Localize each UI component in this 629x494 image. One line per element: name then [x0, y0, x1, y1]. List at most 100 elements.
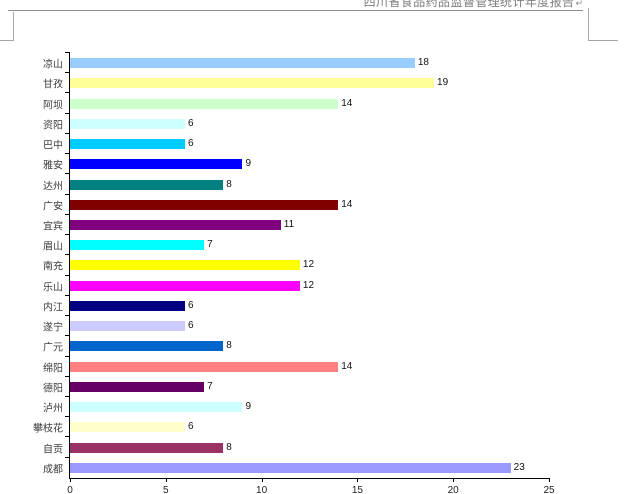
category-label: 德阳 [43, 383, 63, 395]
paragraph-mark-icon: ↵ [575, 0, 583, 8]
category-axis-tick [65, 193, 70, 195]
category-label: 宜宾 [43, 221, 63, 233]
category-label: 雅安 [43, 160, 63, 172]
value-label: 23 [513, 461, 525, 473]
x-axis-tick [453, 478, 455, 482]
category-axis-tick [65, 153, 70, 155]
bar-雅安 [70, 159, 243, 170]
bar-广元 [70, 341, 224, 352]
chart-row: 巴中 6 [43, 132, 549, 154]
chart-row: 内江 6 [43, 294, 549, 316]
category-label: 甘孜 [43, 79, 63, 91]
category-axis-tick [65, 173, 70, 175]
x-axis-tick [165, 478, 167, 482]
category-label: 达州 [43, 181, 63, 193]
category-label: 阿坝 [43, 100, 63, 112]
crop-mark-top-right-icon [588, 8, 618, 41]
value-label: 12 [302, 279, 315, 291]
crop-mark-top-left-icon [0, 12, 14, 41]
header-rule [8, 10, 583, 11]
chart-row: 南充 12 [43, 254, 549, 275]
plot-area: 凉山 18 甘孜 19 阿坝 14 资阳 6 巴中 6 雅安 9 达州 8 广安 14 宜宾 11 眉山 7 南充 12 乐… [33, 52, 549, 478]
bar-达州 [70, 179, 224, 190]
category-axis-tick [65, 416, 70, 418]
category-axis-tick [65, 254, 70, 256]
value-label: 9 [245, 158, 251, 170]
bar-南充 [70, 260, 300, 271]
value-label: 7 [207, 380, 213, 392]
x-axis-tick-label: 10 [256, 485, 268, 494]
category-axis-tick [65, 456, 70, 458]
category-axis-tick [65, 294, 70, 296]
category-label: 乐山 [43, 282, 63, 294]
chart-row: 德阳 7 [43, 375, 549, 397]
header-title: 四川省食品药品监督管理统计年度报告 [363, 0, 575, 9]
bar-chart[interactable]: 凉山 18 甘孜 19 阿坝 14 资阳 6 巴中 6 雅安 9 达州 8 广安 14 宜宾 11 眉山 7 南充 12 乐… [33, 52, 555, 494]
category-label: 自贡 [43, 444, 63, 456]
chart-row: 凉山 18 [43, 52, 549, 73]
value-label: 9 [245, 401, 251, 413]
bar-宜宾 [70, 219, 281, 230]
category-axis-tick [65, 274, 70, 276]
value-label: 11 [283, 218, 295, 230]
value-label: 6 [187, 421, 194, 433]
x-axis-tick-label: 0 [67, 485, 73, 494]
chart-row: 达州 8 [43, 173, 549, 194]
value-label: 8 [226, 340, 232, 352]
category-axis-tick [65, 436, 70, 438]
value-label: 6 [187, 117, 194, 129]
category-label: 广安 [43, 201, 63, 213]
value-label: 6 [187, 138, 194, 150]
bar-广安 [70, 199, 339, 210]
category-axis-tick [65, 395, 70, 397]
category-axis-tick [65, 335, 70, 337]
bar-乐山 [70, 280, 300, 291]
chart-row: 遂宁 6 [43, 315, 549, 336]
category-label: 凉山 [43, 59, 63, 71]
chart-row: 攀枝花 6 [33, 416, 549, 437]
bar-攀枝花 [70, 422, 185, 433]
category-label: 遂宁 [43, 322, 63, 334]
bar-成都 [70, 462, 511, 473]
x-axis-tick-label: 25 [543, 485, 555, 494]
chart-row: 广安 14 [43, 193, 549, 215]
value-label: 6 [187, 299, 194, 311]
category-axis-tick [65, 52, 70, 53]
category-axis-tick [65, 132, 70, 134]
category-label: 广元 [43, 342, 63, 354]
chart-row: 绵阳 14 [43, 355, 549, 377]
x-axis-tick [70, 478, 71, 482]
bar-眉山 [70, 240, 205, 251]
chart-row: 资阳 6 [43, 112, 549, 134]
category-axis-tick [65, 112, 70, 114]
category-axis-tick [65, 213, 70, 215]
bar-阿坝 [70, 98, 339, 109]
x-axis-tick-label: 20 [447, 485, 459, 494]
chart-row: 眉山 7 [43, 234, 549, 255]
bar-甘孜 [70, 78, 435, 89]
x-axis-tick [549, 478, 550, 482]
value-label: 7 [207, 239, 213, 251]
category-label: 南充 [43, 261, 63, 273]
bar-泸州 [70, 402, 243, 413]
chart-row: 广元 8 [43, 335, 549, 356]
bar-内江 [70, 300, 185, 311]
bar-自贡 [70, 442, 224, 453]
chart-row: 乐山 12 [43, 274, 549, 296]
value-label: 14 [341, 97, 353, 109]
category-axis-tick [65, 72, 70, 74]
category-label: 成都 [43, 464, 63, 476]
value-label: 19 [437, 77, 449, 89]
x-axis-tick-label: 15 [351, 485, 363, 494]
x-axis-tick [357, 478, 359, 482]
chart-row: 成都 23 [43, 456, 549, 478]
category-label: 内江 [43, 302, 63, 314]
category-label: 资阳 [43, 120, 63, 132]
category-label: 眉山 [43, 241, 63, 253]
chart-row: 雅安 9 [43, 153, 549, 174]
bar-德阳 [70, 381, 205, 392]
value-label: 8 [226, 178, 232, 190]
value-label: 18 [417, 57, 429, 69]
value-label: 8 [226, 441, 232, 453]
